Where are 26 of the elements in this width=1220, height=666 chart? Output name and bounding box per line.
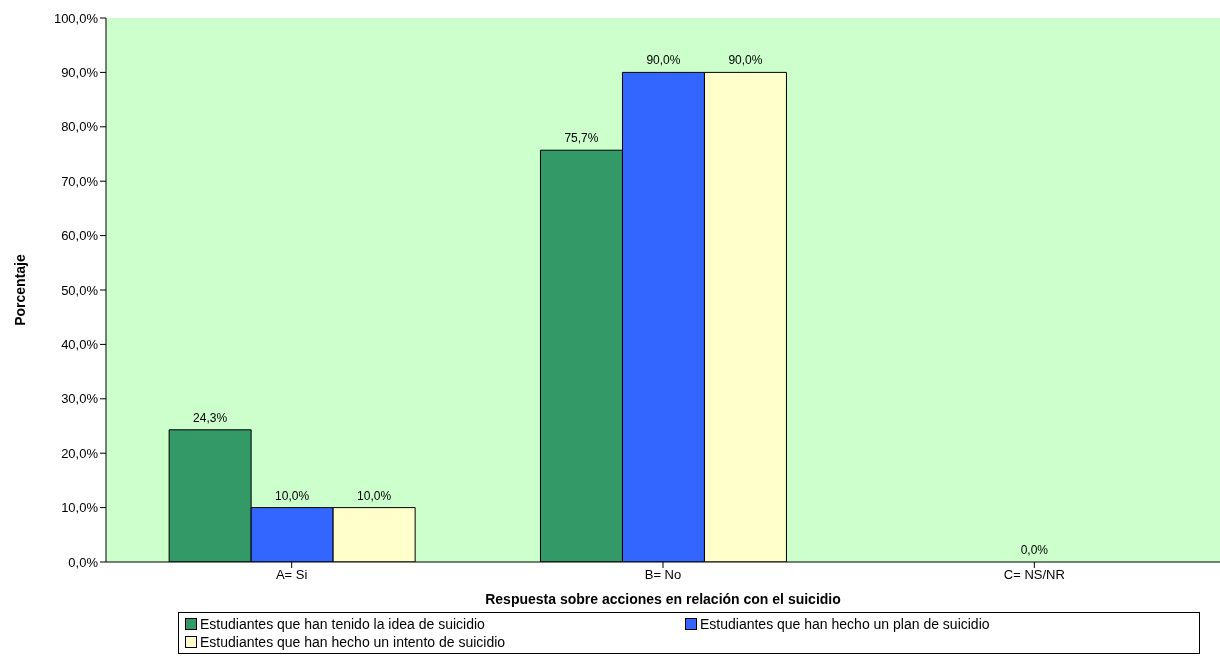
legend-label: Estudiantes que han hecho un plan de suicidio [700,615,990,633]
y-tick-label: 50,0% [61,282,99,298]
data-label: 90,0% [646,53,681,68]
data-label: 0,0% [1020,543,1049,557]
x-axis-title: Respuesta sobre acciones en relación con el suicidio [485,591,841,607]
x-tick-label: C= NS/NR [1003,567,1065,583]
y-tick-label: 0,0% [68,554,99,570]
y-tick-label: 10,0% [61,500,99,516]
data-label: 10,0% [275,488,310,503]
x-tick-label: A= Si [275,567,308,583]
y-tick-label: 30,0% [61,391,99,407]
data-label: 75,7% [564,131,599,146]
data-label: 10,0% [357,488,392,503]
y-tick-label: 40,0% [61,337,99,353]
y-tick-label: 70,0% [61,173,99,189]
legend-label: Estudiantes que han tenido la idea de suicidio [200,615,485,633]
data-label: 90,0% [728,53,763,68]
y-tick-label: 20,0% [61,445,99,461]
y-tick-label: 60,0% [61,228,99,244]
y-tick-label: 80,0% [61,119,99,135]
y-tick-label: 90,0% [61,65,99,81]
data-label: 24,3% [193,410,228,425]
y-axis-title: Porcentaje [11,254,28,326]
legend-label: Estudiantes que han hecho un intento de suicidio [200,633,506,651]
x-tick-label: B= No [644,567,682,583]
y-tick-label: 100,0% [53,10,99,26]
